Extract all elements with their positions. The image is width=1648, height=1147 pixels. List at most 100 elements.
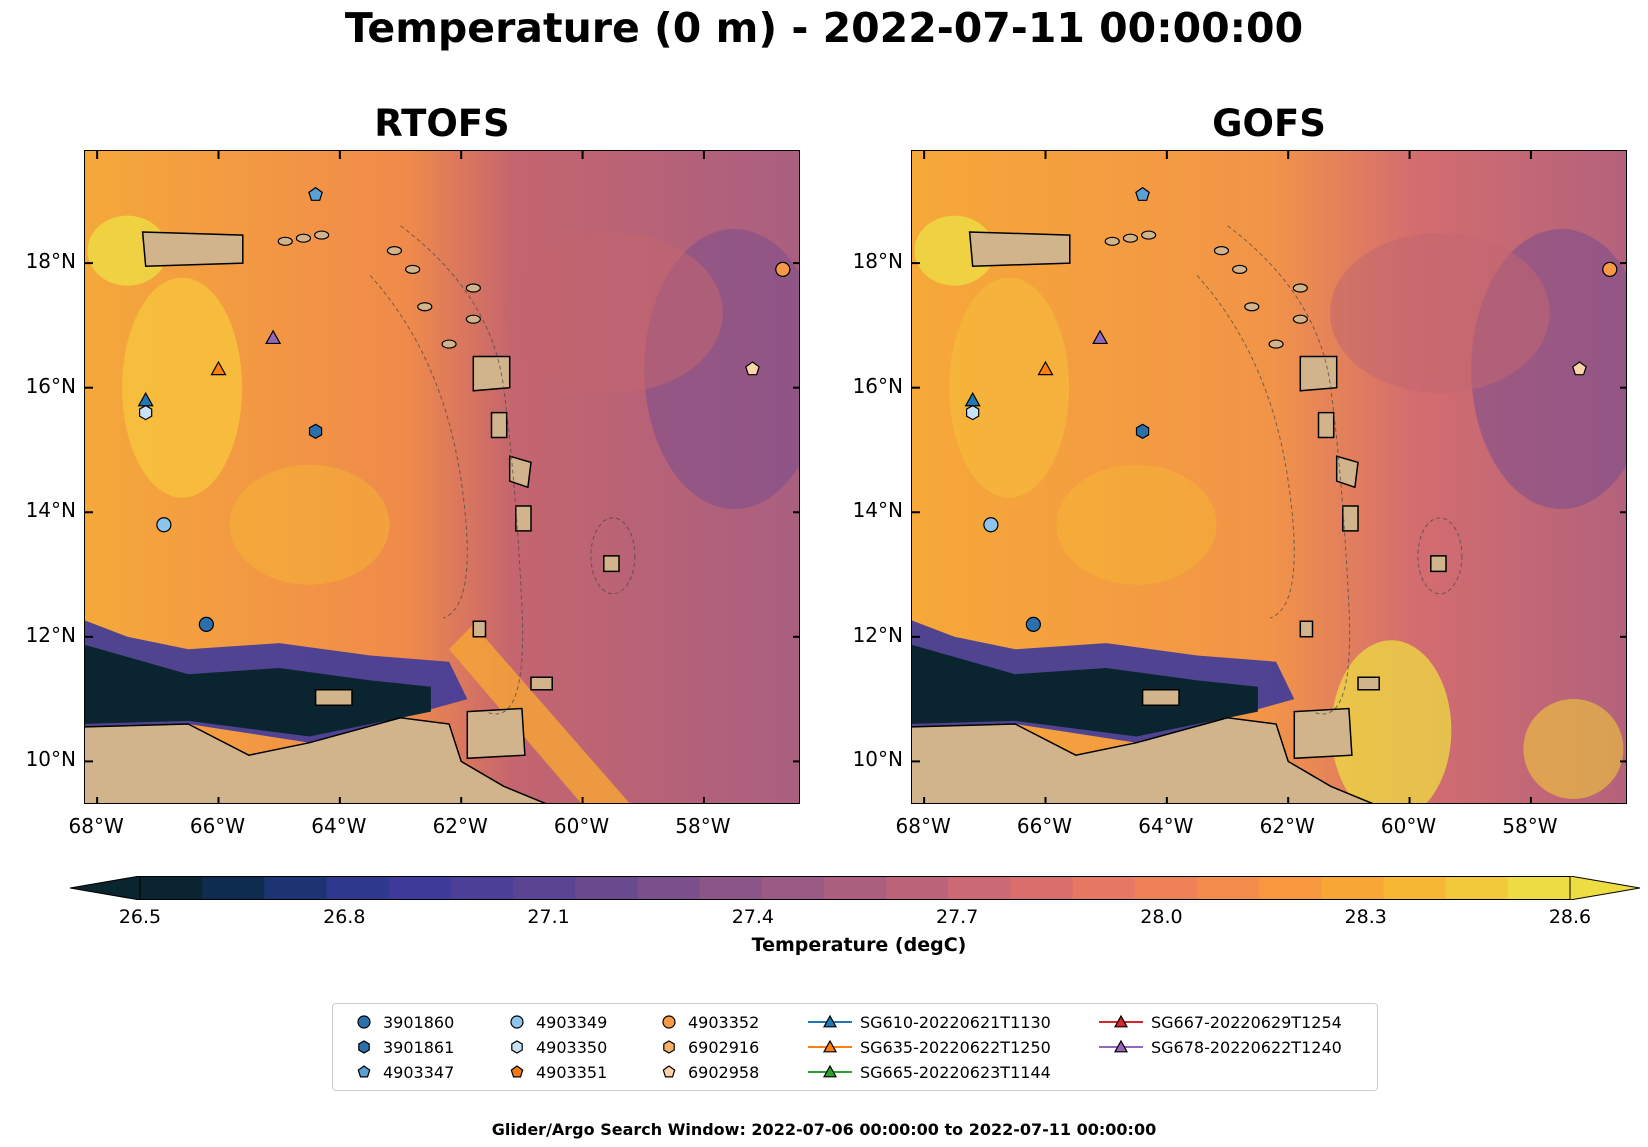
legend-marker xyxy=(662,1065,676,1078)
contour-100 xyxy=(1196,275,1295,619)
legend-item: 6902958 xyxy=(658,1062,759,1082)
island xyxy=(417,302,433,312)
contour-barbados xyxy=(590,517,636,595)
land-grenada xyxy=(472,620,487,638)
legend-item: SG635-20220622T1250 xyxy=(808,1037,1051,1057)
land-sa xyxy=(85,717,547,803)
colorbar-bin xyxy=(1134,876,1198,900)
map-gofs[interactable] xyxy=(911,150,1627,804)
warm-plume xyxy=(949,277,1070,498)
island xyxy=(441,339,457,349)
lon-label: 60°W xyxy=(1380,814,1437,838)
lat-label: 16°N xyxy=(25,373,76,398)
figure-title: Temperature (0 m) - 2022-07-11 00:00:00 xyxy=(344,4,1304,52)
colorbar-bin xyxy=(886,876,949,900)
colorbar-bin xyxy=(140,876,203,900)
legend-label: 4903351 xyxy=(536,1062,608,1082)
obs-marker-3901861 xyxy=(1135,423,1150,439)
island xyxy=(1104,236,1120,246)
legend-item: 4903349 xyxy=(506,1012,607,1032)
legend-label: 4903349 xyxy=(536,1012,608,1032)
map-rtofs[interactable] xyxy=(84,150,800,804)
legend-marker xyxy=(662,1015,676,1029)
land-martinique xyxy=(1335,455,1359,489)
land-barbados xyxy=(1430,555,1447,573)
colorbar-bin xyxy=(637,876,701,900)
colorbar-bin xyxy=(264,876,328,900)
colorbar-tick-label: 28.3 xyxy=(1344,906,1387,928)
contour-100 xyxy=(369,275,468,619)
island xyxy=(386,246,403,256)
colorbar xyxy=(70,876,1640,900)
lon-label: 60°W xyxy=(553,814,610,838)
legend-marker xyxy=(808,1014,852,1028)
legend-marker xyxy=(808,1064,852,1078)
island xyxy=(1141,230,1157,240)
lat-label: 10°N xyxy=(25,747,76,772)
colorbar-label: Temperature (degC) xyxy=(751,934,967,956)
legend-label: SG610-20220621T1130 xyxy=(860,1012,1051,1032)
legend-item: SG678-20220622T1240 xyxy=(1099,1037,1342,1057)
warm-plume xyxy=(122,277,243,498)
legend-label: 3901861 xyxy=(383,1037,455,1057)
legend-marker xyxy=(1099,1014,1143,1028)
lat-label: 18°N xyxy=(25,249,76,274)
obs-marker-3901860 xyxy=(1025,616,1041,632)
island xyxy=(1292,314,1308,324)
lon-label: 66°W xyxy=(189,814,246,838)
land-stlucia xyxy=(515,505,532,532)
island xyxy=(465,314,481,324)
lon-label: 66°W xyxy=(1016,814,1073,838)
legend-item: 3901861 xyxy=(353,1037,454,1057)
mid-eddy xyxy=(1329,232,1550,393)
land-barbados xyxy=(603,555,620,573)
island xyxy=(405,264,421,274)
obs-marker-4903350 xyxy=(138,404,153,421)
land-trinidad xyxy=(1293,707,1353,760)
contour-1000 xyxy=(400,225,524,715)
island xyxy=(1292,283,1308,293)
colorbar-bin xyxy=(1010,876,1074,900)
panel-title-gofs: GOFS xyxy=(1212,102,1326,145)
colorbar-tick-label: 28.0 xyxy=(1140,906,1183,928)
colorbar-bin xyxy=(1259,876,1322,900)
colorbar-bin xyxy=(823,876,887,900)
obs-marker-SG635-20220622T1250 xyxy=(1037,360,1054,376)
obs-marker-SG678-20220622T1240 xyxy=(265,329,282,345)
lon-label: 58°W xyxy=(675,814,731,838)
colorbar-bin xyxy=(575,876,638,900)
island xyxy=(277,236,293,246)
land-martinique xyxy=(508,455,532,489)
legend-label: SG678-20220622T1240 xyxy=(1151,1037,1342,1057)
legend-item: 4903350 xyxy=(506,1037,607,1057)
island xyxy=(1232,264,1248,274)
colorbar-tick-label: 26.8 xyxy=(323,906,366,928)
colorbar-tick-label: 26.5 xyxy=(118,906,162,928)
legend-label: SG667-20220629T1254 xyxy=(1151,1012,1342,1032)
land-margarita xyxy=(314,689,353,707)
legend-marker xyxy=(357,1065,371,1078)
warm-filament xyxy=(449,624,630,803)
colorbar-bin xyxy=(699,876,763,900)
island xyxy=(314,230,330,240)
legend-item: 6902916 xyxy=(658,1037,759,1057)
legend-label: 3901860 xyxy=(383,1012,455,1032)
obs-marker-4903349 xyxy=(983,517,999,533)
map-rtofs-svg xyxy=(85,151,799,803)
land-guadeloupe xyxy=(472,355,511,392)
contour-1000 xyxy=(1227,225,1351,715)
island xyxy=(1268,339,1284,349)
colorbar-bin xyxy=(1196,876,1260,900)
lon-label: 62°W xyxy=(1259,814,1315,838)
island xyxy=(295,233,312,243)
legend-label: 4903350 xyxy=(536,1037,608,1057)
island xyxy=(1122,233,1139,243)
colorbar-bin xyxy=(948,876,1012,900)
legend: 3901860 3901861 4903347 4903349 4903350 49033… xyxy=(332,1003,1378,1091)
island xyxy=(1213,246,1230,256)
colorbar-bin xyxy=(326,876,390,900)
legend-label: 4903352 xyxy=(688,1012,760,1032)
legend-label: SG665-20220623T1144 xyxy=(860,1062,1051,1082)
lat-label: 10°N xyxy=(852,747,903,772)
legend-item: 4903351 xyxy=(506,1062,607,1082)
